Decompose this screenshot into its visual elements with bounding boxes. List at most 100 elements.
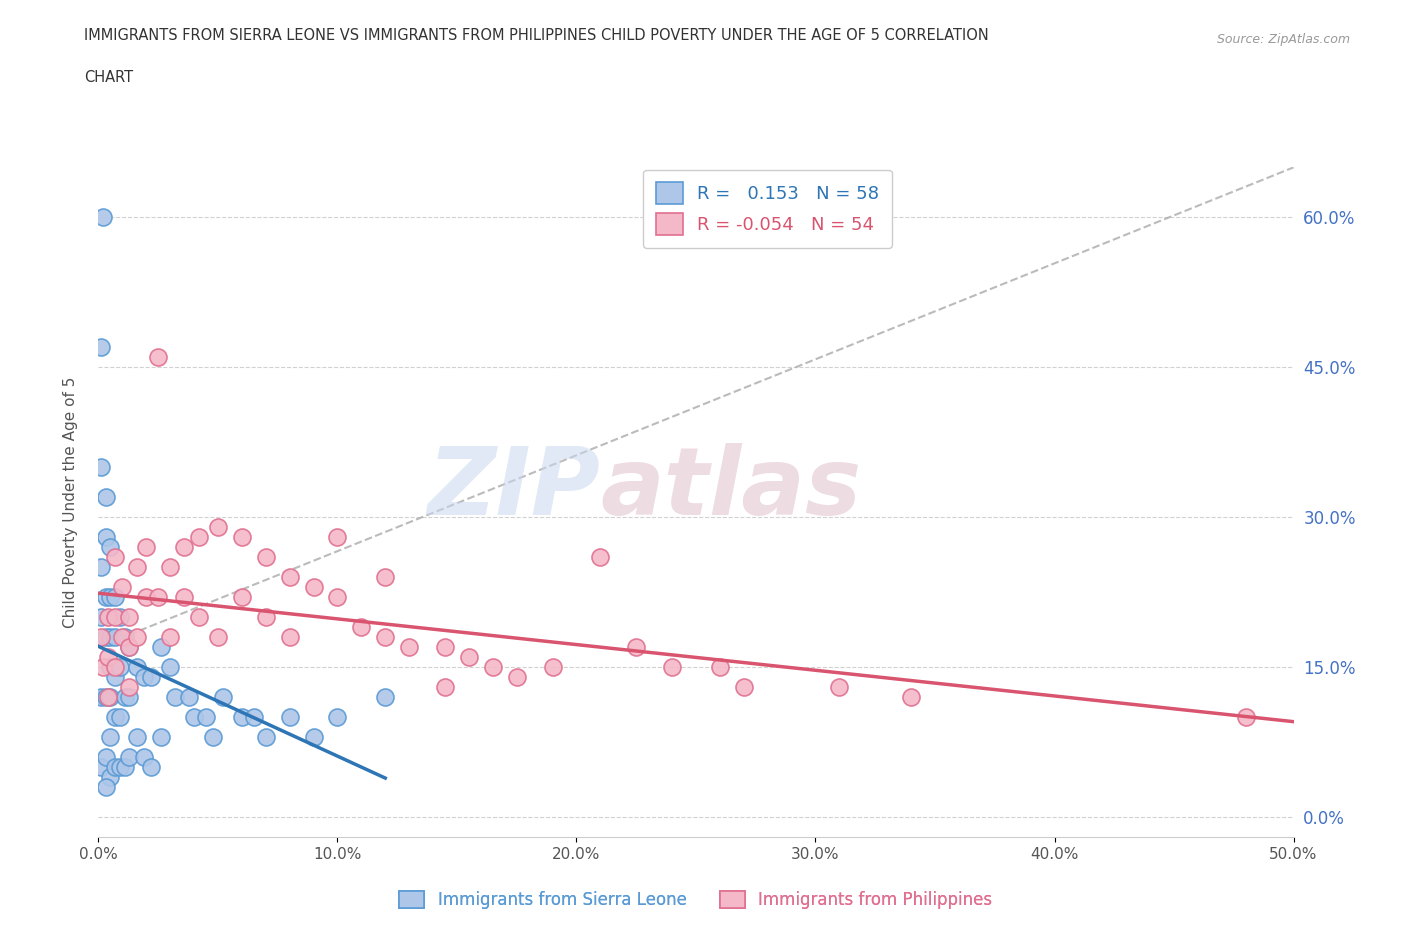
- Point: [132, 670, 155, 684]
- Point: [108, 610, 131, 625]
- Point: [90, 690, 112, 705]
- Point: [828, 680, 851, 695]
- Point: [207, 520, 229, 535]
- Point: [626, 640, 648, 655]
- Point: [254, 730, 277, 745]
- Point: [98, 630, 122, 644]
- Point: [104, 550, 127, 565]
- Y-axis label: Child Poverty Under the Age of 5: Child Poverty Under the Age of 5: [63, 377, 77, 628]
- Point: [207, 630, 229, 644]
- Point: [90, 760, 112, 775]
- Point: [104, 610, 127, 625]
- Point: [125, 659, 148, 674]
- Point: [179, 690, 201, 705]
- Point: [278, 570, 301, 585]
- Point: [90, 339, 112, 354]
- Point: [94, 779, 117, 794]
- Point: [97, 610, 120, 625]
- Point: [98, 539, 122, 554]
- Point: [149, 640, 172, 655]
- Point: [278, 710, 301, 724]
- Point: [139, 670, 162, 684]
- Point: [1234, 710, 1257, 724]
- Point: [135, 590, 157, 604]
- Point: [733, 680, 755, 695]
- Point: [254, 610, 277, 625]
- Point: [398, 640, 420, 655]
- Point: [108, 659, 131, 674]
- Point: [94, 590, 117, 604]
- Point: [458, 650, 481, 665]
- Point: [90, 610, 112, 625]
- Point: [433, 680, 456, 695]
- Point: [114, 690, 136, 705]
- Point: [506, 670, 529, 684]
- Point: [98, 590, 122, 604]
- Point: [90, 630, 112, 644]
- Point: [350, 619, 373, 634]
- Point: [111, 579, 134, 594]
- Point: [173, 590, 195, 604]
- Point: [114, 760, 136, 775]
- Point: [326, 530, 349, 545]
- Point: [326, 710, 349, 724]
- Point: [148, 350, 170, 365]
- Point: [709, 659, 731, 674]
- Point: [541, 659, 564, 674]
- Point: [231, 710, 253, 724]
- Point: [589, 550, 612, 565]
- Point: [111, 630, 134, 644]
- Point: [254, 550, 277, 565]
- Point: [94, 530, 117, 545]
- Point: [90, 459, 112, 474]
- Point: [108, 760, 131, 775]
- Point: [104, 590, 127, 604]
- Point: [98, 659, 122, 674]
- Point: [91, 210, 114, 225]
- Point: [163, 690, 186, 705]
- Point: [159, 630, 181, 644]
- Point: [97, 650, 120, 665]
- Point: [148, 590, 170, 604]
- Point: [98, 730, 122, 745]
- Point: [139, 760, 162, 775]
- Point: [374, 630, 396, 644]
- Point: [231, 530, 253, 545]
- Legend: Immigrants from Sierra Leone, Immigrants from Philippines: Immigrants from Sierra Leone, Immigrants…: [392, 884, 1000, 916]
- Point: [302, 730, 325, 745]
- Point: [94, 690, 117, 705]
- Point: [104, 630, 127, 644]
- Point: [125, 730, 148, 745]
- Point: [118, 610, 141, 625]
- Text: Source: ZipAtlas.com: Source: ZipAtlas.com: [1216, 33, 1350, 46]
- Point: [98, 690, 122, 705]
- Point: [118, 690, 141, 705]
- Text: ZIP: ZIP: [427, 443, 600, 535]
- Point: [104, 710, 127, 724]
- Point: [104, 760, 127, 775]
- Point: [132, 750, 155, 764]
- Point: [135, 539, 157, 554]
- Text: atlas: atlas: [600, 443, 862, 535]
- Point: [114, 630, 136, 644]
- Point: [302, 579, 325, 594]
- Point: [433, 640, 456, 655]
- Point: [90, 560, 112, 575]
- Point: [98, 770, 122, 785]
- Point: [94, 490, 117, 505]
- Point: [374, 690, 396, 705]
- Point: [183, 710, 205, 724]
- Point: [187, 610, 209, 625]
- Point: [326, 590, 349, 604]
- Point: [118, 680, 141, 695]
- Point: [278, 630, 301, 644]
- Point: [194, 710, 218, 724]
- Point: [187, 530, 209, 545]
- Point: [159, 560, 181, 575]
- Point: [125, 630, 148, 644]
- Point: [118, 640, 141, 655]
- Point: [173, 539, 195, 554]
- Point: [125, 560, 148, 575]
- Point: [118, 750, 141, 764]
- Point: [661, 659, 683, 674]
